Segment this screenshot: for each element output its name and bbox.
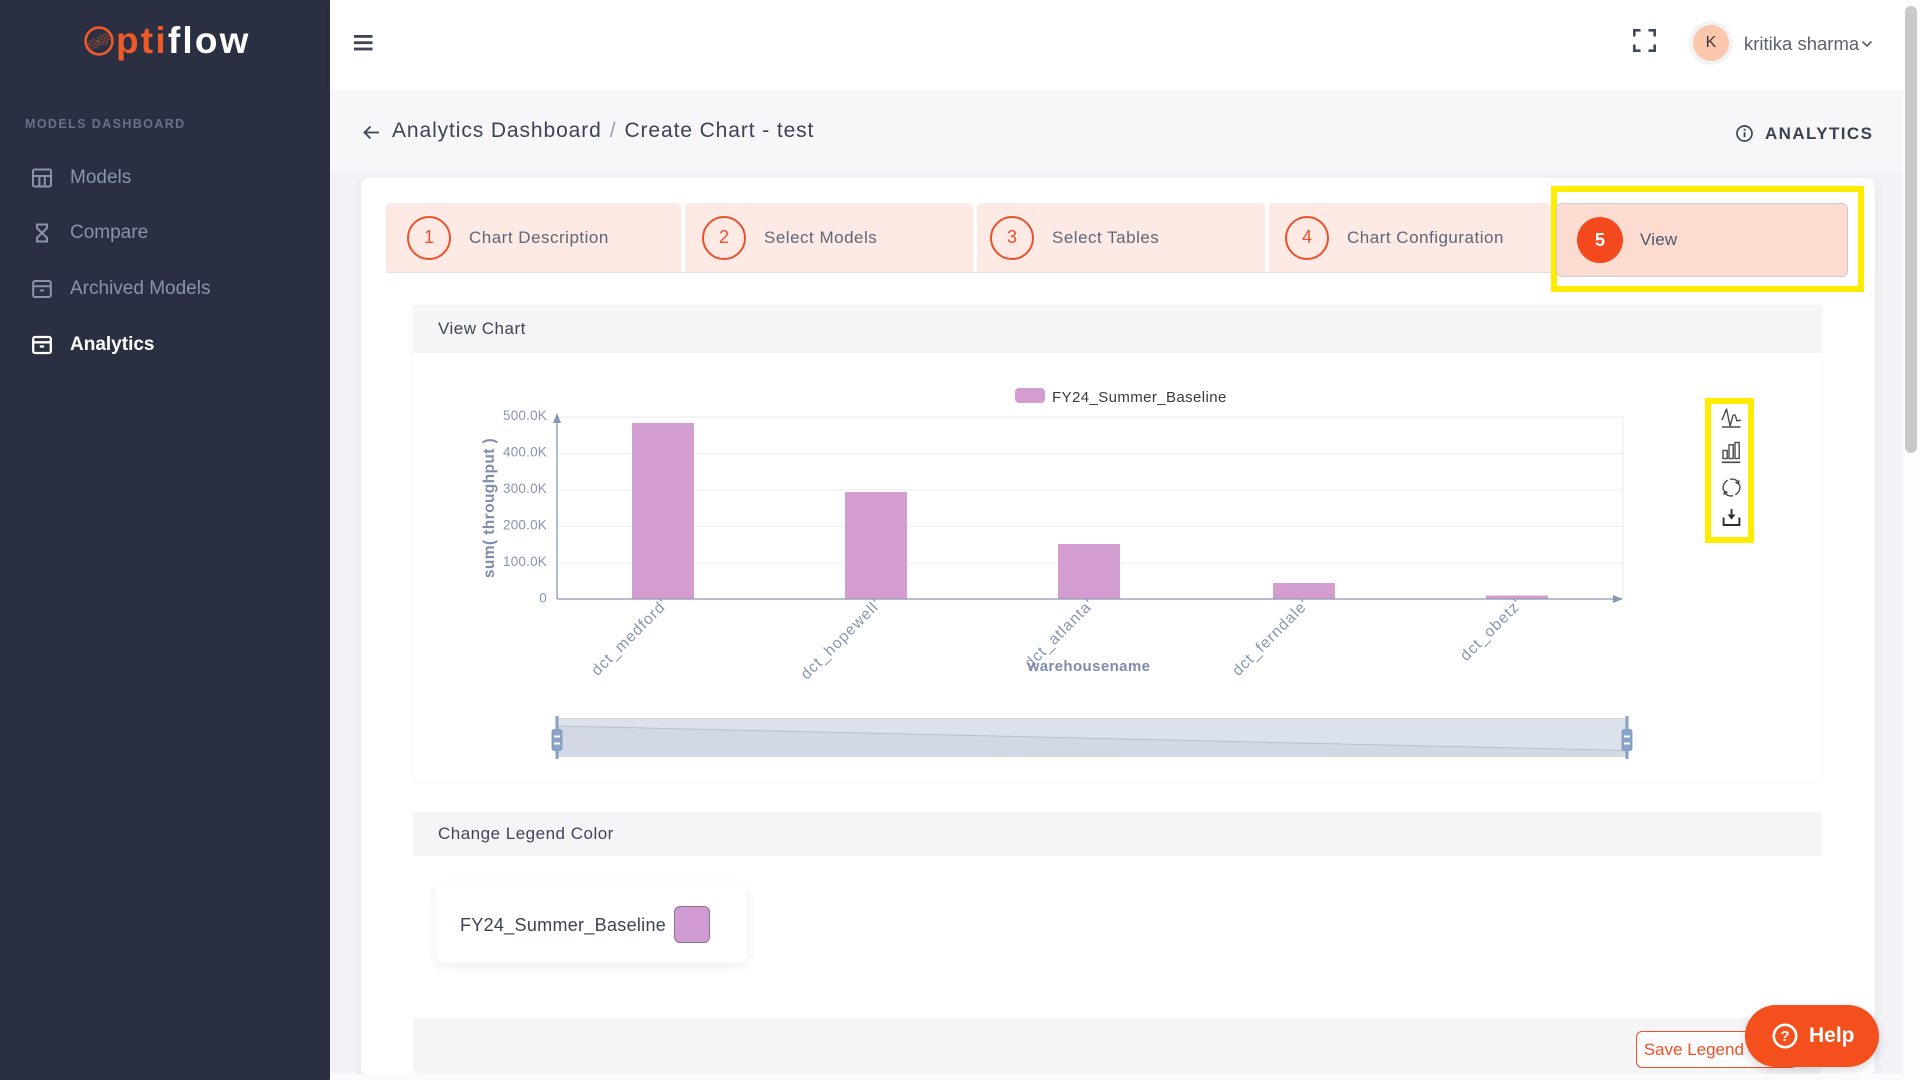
svg-text:dct_hopewell': dct_hopewell' [798, 596, 885, 683]
svg-text:sum( throughput ): sum( throughput ) [481, 438, 498, 578]
svg-text:100.0K: 100.0K [503, 554, 547, 569]
svg-text:warehousename: warehousename [1027, 658, 1151, 675]
svg-text:400.0K: 400.0K [503, 445, 547, 460]
svg-text:500.0K: 500.0K [503, 408, 547, 423]
svg-text:200.0K: 200.0K [503, 518, 547, 533]
svg-text:0: 0 [539, 591, 547, 606]
svg-text:FY24_Summer_Baseline: FY24_Summer_Baseline [1052, 389, 1227, 406]
svg-text:dct_obetz': dct_obetz' [1457, 596, 1526, 665]
svg-text:?: ? [1780, 1028, 1789, 1045]
svg-text:300.0K: 300.0K [503, 481, 547, 496]
svg-text:dct_medford': dct_medford' [588, 596, 672, 680]
svg-text:dct_ferndale': dct_ferndale' [1229, 596, 1313, 680]
